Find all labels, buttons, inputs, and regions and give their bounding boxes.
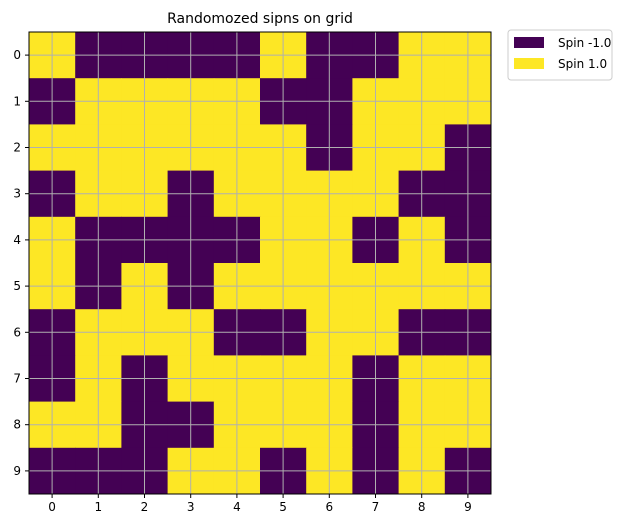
y-tick-label-1: 1 bbox=[13, 94, 21, 108]
legend-label-1: Spin 1.0 bbox=[558, 57, 607, 71]
x-tick-label-5: 5 bbox=[279, 500, 287, 514]
x-tick-label-8: 8 bbox=[418, 500, 426, 514]
legend-swatch-1 bbox=[514, 58, 544, 69]
y-axis: 0 1 2 3 4 5 6 7 8 9 bbox=[13, 48, 29, 478]
x-tick-label-2: 2 bbox=[141, 500, 149, 514]
plot-frame bbox=[28, 31, 492, 495]
x-axis: 0 1 2 3 4 5 6 7 8 9 bbox=[48, 494, 472, 514]
y-tick-label-6: 6 bbox=[13, 325, 21, 339]
grid-lines bbox=[29, 32, 491, 494]
y-tick-label-8: 8 bbox=[13, 418, 21, 432]
x-tick-label-1: 1 bbox=[94, 500, 102, 514]
y-tick-label-7: 7 bbox=[13, 372, 21, 386]
y-tick-label-4: 4 bbox=[13, 233, 21, 247]
x-tick-label-7: 7 bbox=[372, 500, 380, 514]
y-tick-label-9: 9 bbox=[13, 464, 21, 478]
y-tick-label-0: 0 bbox=[13, 48, 21, 62]
x-tick-label-0: 0 bbox=[48, 500, 56, 514]
legend: Spin -1.0 Spin 1.0 bbox=[507, 29, 613, 81]
y-tick-label-3: 3 bbox=[13, 187, 21, 201]
x-tick-label-3: 3 bbox=[187, 500, 195, 514]
legend-swatch-0 bbox=[514, 37, 544, 48]
chart-title: Randomozed sipns on grid bbox=[167, 11, 353, 27]
x-tick-label-4: 4 bbox=[233, 500, 241, 514]
legend-label-0: Spin -1.0 bbox=[558, 36, 611, 50]
y-tick-label-5: 5 bbox=[13, 279, 21, 293]
x-tick-label-6: 6 bbox=[325, 500, 333, 514]
x-tick-label-9: 9 bbox=[464, 500, 472, 514]
y-tick-label-2: 2 bbox=[13, 141, 21, 155]
